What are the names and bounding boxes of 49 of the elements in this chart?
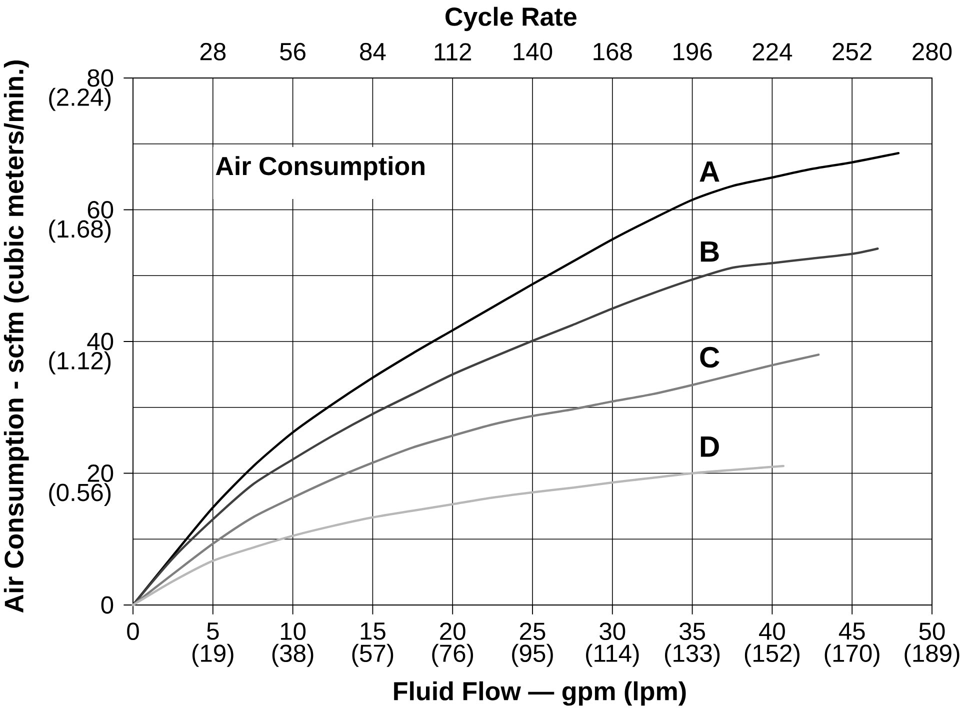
x-tick-label: 5 — [207, 622, 219, 640]
y-tick-label: 40 — [87, 332, 114, 350]
x2-tick-label: 280 — [912, 42, 952, 60]
y-tick-label: 20 — [88, 464, 114, 482]
text: (38) — [272, 644, 314, 667]
series-label: D — [700, 436, 719, 457]
x-axis-title: Fluid Flow — gpm (lpm) — [394, 681, 686, 706]
text: (0.56) — [49, 483, 111, 506]
series-label: C — [700, 346, 720, 368]
text: (189) — [904, 644, 960, 667]
y-axis-title: Air Consumption - scfm (cubic meters/min.) — [4, 60, 29, 613]
x-tick-label: 15 — [360, 622, 386, 640]
text: (19) — [192, 644, 234, 667]
x-tick-label: 25 — [520, 622, 546, 640]
x-tick-label: 30 — [600, 622, 626, 640]
x2-tick-label: 56 — [280, 42, 306, 60]
x2-tick-label: 140 — [514, 42, 552, 60]
x2-axis-title: Cycle Rate — [446, 6, 576, 32]
x-tick-label: 20 — [440, 622, 466, 640]
x-tick-label: 40 — [759, 622, 785, 640]
text: (2.24) — [49, 88, 111, 111]
text: (133) — [665, 644, 720, 667]
x2-tick-label: 84 — [360, 42, 386, 60]
text: (1.12) — [49, 351, 111, 374]
x2-tick-label: 28 — [200, 42, 226, 60]
text: Air Consumption — [216, 156, 424, 180]
text: (114) — [586, 644, 639, 667]
text: (76) — [432, 644, 473, 667]
text: (170) — [824, 644, 880, 667]
series-label: A — [700, 161, 720, 182]
x-tick-label: 35 — [680, 622, 705, 640]
x-tick-label: 0 — [127, 622, 139, 640]
line-series — [132, 464, 785, 606]
y-tick-label: 80 — [88, 69, 114, 87]
x-tick-label: 45 — [838, 622, 865, 640]
x2-tick-label: 112 — [434, 43, 472, 60]
x-tick-label: 10 — [280, 622, 306, 640]
y-tick-label: 60 — [88, 201, 114, 218]
x2-tick-label: 196 — [674, 42, 712, 60]
x2-tick-label: 224 — [752, 43, 792, 60]
x2-tick-label: 252 — [832, 42, 872, 60]
text: (1.68) — [49, 220, 111, 243]
series-label: B — [700, 242, 719, 262]
y-tick-label: 0 — [101, 596, 114, 614]
text: (57) — [352, 644, 394, 667]
x2-tick-label: 168 — [594, 42, 632, 60]
text: (95) — [512, 644, 553, 667]
x-tick-label: 50 — [919, 622, 945, 640]
text: (152) — [744, 644, 800, 667]
